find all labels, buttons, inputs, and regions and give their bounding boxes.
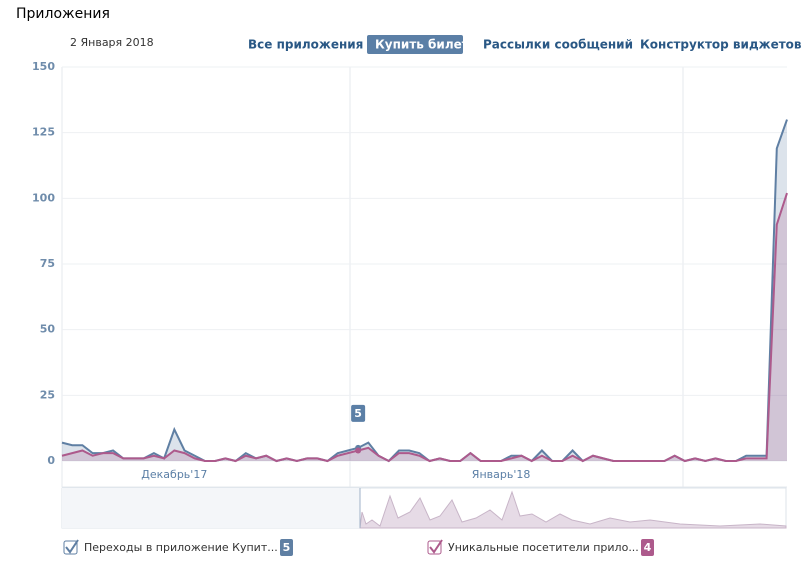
legend-value: 5 [283, 541, 291, 554]
y-tick-label: 100 [32, 191, 55, 204]
tab[interactable]: Конструктор виджетов [640, 38, 802, 52]
tab[interactable]: Все приложения [248, 38, 363, 52]
y-tick-label: 50 [40, 323, 56, 336]
date-picker[interactable]: 2 Января 2018 [70, 36, 154, 49]
tab[interactable]: Купить билет [375, 38, 469, 52]
page-title: Приложения [16, 6, 110, 22]
tooltip-bg [351, 404, 366, 422]
x-tick-label: Январь'18 [472, 468, 531, 481]
legend-check [429, 539, 443, 554]
legend-badge [641, 539, 654, 556]
series-line [61, 119, 788, 463]
tab[interactable]: Рассылки сообщений [483, 38, 633, 52]
y-tick-label: 25 [40, 388, 55, 401]
legend: Переходы в приложение Купит... 5 Уникальны… [63, 539, 654, 556]
series-line [61, 192, 788, 463]
tab-active-bg [367, 35, 463, 54]
legend-checkbox[interactable] [63, 540, 78, 555]
legend-label: Уникальные посетители прило... [448, 541, 639, 554]
y-tick-label: 125 [32, 126, 55, 139]
navigator-overview [359, 490, 787, 529]
navigator-mask [62, 488, 360, 528]
legend-value: 4 [644, 541, 652, 554]
legend-badge [280, 539, 293, 556]
y-tick-label: 0 [47, 454, 55, 467]
legend-checkbox[interactable] [427, 540, 442, 555]
legend-check [65, 539, 79, 554]
y-tick-label: 150 [32, 60, 55, 73]
tabs: Все приложения Купить билет Рассылки сообщ… [248, 35, 802, 54]
series-area [62, 119, 787, 462]
plot: 0 25 50 75 100 125 150 Декабрь'17 Январь'18 5 [32, 60, 788, 481]
tooltip-value: 5 [354, 407, 362, 420]
legend-label: Переходы в приложение Купит... [84, 541, 278, 554]
hover-point [355, 447, 362, 454]
x-tick-label: Декабрь'17 [141, 468, 207, 481]
series-area [62, 193, 787, 461]
y-tick-label: 75 [40, 257, 55, 270]
